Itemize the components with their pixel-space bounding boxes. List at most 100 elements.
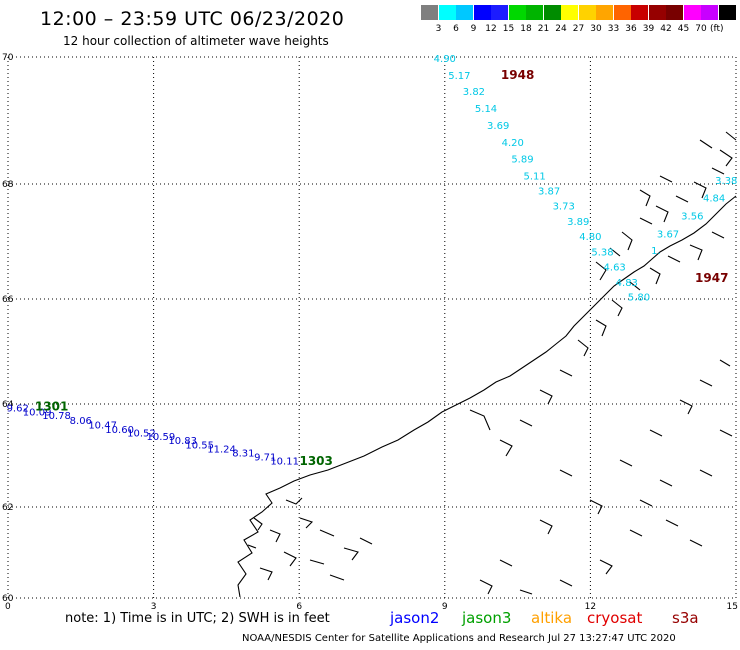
track-cryosat: 4.90 5.17 3.82 5.14 3.69 4.20 5.89 5.11 3.87 3.73… bbox=[434, 54, 729, 303]
coastline-fragment bbox=[469, 409, 491, 431]
satellite-name-jason2: jason2 bbox=[390, 609, 440, 627]
coastline-main bbox=[237, 195, 737, 598]
coastline-fragment bbox=[299, 517, 314, 529]
legend-label: 45 bbox=[677, 24, 690, 34]
wave-height-label: 10.09 bbox=[23, 407, 52, 418]
coastline-fragment bbox=[649, 267, 661, 285]
wave-height-label: 4.63 bbox=[604, 262, 626, 273]
coastline-fragment bbox=[639, 217, 653, 225]
wave-height-label: 3.67 bbox=[657, 229, 679, 240]
lat-tick-label: 64 bbox=[2, 400, 14, 410]
wave-height-label: 10.60 bbox=[105, 425, 134, 436]
lat-tick-label: 62 bbox=[2, 503, 13, 513]
chart-subtitle: 12 hour collection of altimeter wave hei… bbox=[63, 34, 329, 48]
legend-unit: (ft) bbox=[710, 24, 724, 34]
wave-height-label: 3.38 bbox=[715, 176, 737, 187]
lat-tick-label: 66 bbox=[2, 295, 14, 305]
track-jason2: 9.6210.0910.788.0610.4710.6010.5210.5910… bbox=[7, 400, 277, 464]
wave-height-label: 4.84 bbox=[703, 193, 725, 204]
credit-line: NOAA/NESDIS Center for Satellite Applica… bbox=[242, 633, 676, 644]
coastline-fragment bbox=[319, 529, 335, 537]
lon-tick-label: 0 bbox=[5, 602, 11, 612]
coastline-fragment bbox=[699, 379, 713, 387]
legend-label: 15 bbox=[502, 24, 515, 34]
satellite-name-s3a: s3a bbox=[672, 609, 699, 627]
legend-swatch bbox=[578, 5, 596, 20]
coastline-fragment bbox=[595, 261, 607, 281]
coastline-fragment bbox=[285, 497, 303, 505]
legend-swatch bbox=[561, 5, 578, 20]
legend-swatch bbox=[491, 5, 508, 20]
legend-label: 3 bbox=[435, 24, 442, 34]
coastline-fragment bbox=[559, 369, 573, 377]
coastline-fragment bbox=[699, 469, 713, 477]
coastline-fragment bbox=[639, 499, 653, 507]
footer-note: note: 1) Time is in UTC; 2) SWH is in fe… bbox=[65, 611, 330, 626]
legend-swatch bbox=[666, 5, 683, 20]
wave-height-label: 1. bbox=[651, 246, 661, 257]
coastline-fragment bbox=[665, 519, 679, 527]
wave-height-label: 5.14 bbox=[475, 104, 497, 115]
coastline-fragment bbox=[589, 499, 603, 515]
legend-label: 30 bbox=[590, 24, 602, 34]
coastline-fragment bbox=[519, 419, 533, 427]
coastline-fragment bbox=[649, 429, 663, 437]
pass-time-label: 1947 bbox=[695, 271, 728, 285]
coastline-fragment bbox=[629, 529, 643, 537]
coastline-fragment bbox=[679, 399, 693, 415]
coastline-fragment bbox=[283, 551, 297, 567]
coastline-fragment bbox=[519, 589, 533, 595]
legend-swatch bbox=[456, 5, 473, 20]
legend-label: 9 bbox=[470, 24, 477, 34]
lon-tick-label: 15 bbox=[727, 602, 738, 612]
coastline-fragment bbox=[725, 131, 737, 141]
wave-height-label: 10.11 bbox=[270, 456, 299, 467]
coastline-fragment bbox=[479, 579, 493, 595]
wave-height-label: 10.78 bbox=[42, 411, 71, 422]
lon-tick-label: 12 bbox=[585, 602, 596, 612]
coastline-fragment bbox=[269, 529, 281, 543]
wave-height-label: 5.38 bbox=[591, 247, 613, 258]
coastline-fragment bbox=[719, 359, 731, 367]
coastline-fragment bbox=[719, 149, 733, 167]
lon-tick-label: 9 bbox=[442, 602, 448, 612]
pass-time-label: 1303 bbox=[299, 454, 332, 468]
lat-tick-label: 68 bbox=[2, 180, 14, 190]
lon-tick-label: 6 bbox=[296, 602, 302, 612]
coastline-fragment bbox=[595, 319, 607, 337]
coastline-fragment bbox=[611, 299, 623, 317]
coastline-fragment bbox=[609, 247, 621, 257]
wave-height-label: 4.83 bbox=[616, 278, 638, 289]
legend-swatch bbox=[631, 5, 648, 20]
wave-height-label: 4.80 bbox=[579, 232, 601, 243]
coastline-fragment bbox=[559, 469, 573, 477]
legend-label: 33 bbox=[607, 24, 620, 34]
legend-swatch bbox=[701, 5, 718, 20]
coastline-fragment bbox=[499, 439, 513, 457]
pass-time-label: 1301 bbox=[35, 400, 68, 414]
coastline-fragment bbox=[259, 567, 273, 581]
track-jason3: 10.11 1303 bbox=[270, 454, 333, 468]
coastline-fragment bbox=[343, 547, 359, 561]
legend-swatch bbox=[526, 5, 543, 20]
legend-label: 39 bbox=[642, 24, 655, 34]
coastline-fragment bbox=[699, 139, 713, 149]
satellite-tracks: 9.6210.0910.788.0610.4710.6010.5210.5910… bbox=[7, 54, 738, 468]
satellite-name-jason3: jason3 bbox=[462, 609, 512, 627]
coastline-fragment bbox=[499, 559, 513, 567]
wave-height-label: 3.56 bbox=[681, 212, 703, 223]
coastline-fragment bbox=[689, 539, 703, 547]
coastline-fragment bbox=[253, 517, 263, 531]
coastline-fragment bbox=[559, 579, 573, 587]
lat-tick-label: 60 bbox=[2, 594, 14, 604]
coastline-fragment bbox=[629, 281, 641, 291]
coastline-fragment bbox=[659, 479, 673, 487]
map-grid bbox=[7, 56, 737, 599]
wave-height-label: 8.06 bbox=[70, 416, 92, 427]
coastline-fragment bbox=[619, 459, 633, 467]
coastline bbox=[237, 131, 737, 598]
coastline-fragment bbox=[599, 559, 613, 575]
coastline-fragment bbox=[539, 519, 553, 535]
coastline-fragment bbox=[711, 167, 725, 175]
